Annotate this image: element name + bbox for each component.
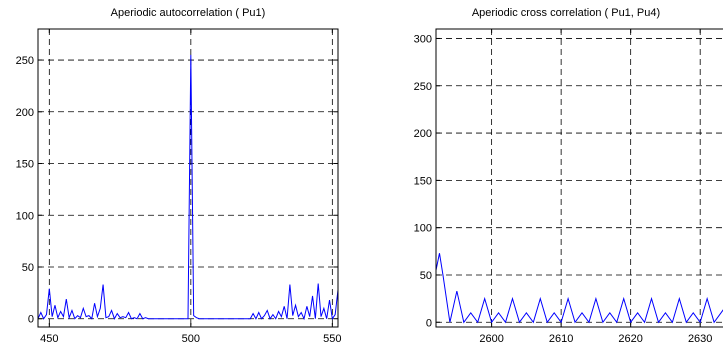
axes-box — [37, 28, 339, 328]
y-tick-label: 150 — [16, 159, 34, 171]
chart-title: Aperiodic cross correlation ( Pu1, Pu4) — [472, 7, 660, 19]
x-tick-label: 2620 — [618, 333, 642, 345]
y-tick-label: 250 — [16, 55, 34, 67]
y-tick-label: 100 — [16, 210, 34, 222]
y-tick-label: 100 — [414, 223, 432, 235]
x-tick-label: 550 — [323, 333, 341, 345]
y-tick-label: 50 — [420, 270, 432, 282]
plot-area — [436, 29, 723, 327]
y-tick-label: 200 — [16, 107, 34, 119]
y-tick-label: 0 — [28, 314, 34, 326]
chart-autocorrelation: Aperiodic autocorrelation ( Pu1) 450 500 5… — [16, 7, 342, 345]
chart-title: Aperiodic autocorrelation ( Pu1) — [111, 7, 266, 19]
x-tick-label: 500 — [182, 333, 200, 345]
y-tick-label: 250 — [414, 81, 432, 93]
data-line — [436, 253, 723, 324]
x-tick-label: 2610 — [549, 333, 573, 345]
x-tick-label: 450 — [40, 333, 58, 345]
y-tick-label: 200 — [414, 128, 432, 140]
x-tick-label: 2630 — [688, 333, 712, 345]
data-line — [38, 54, 338, 321]
y-tick-label: 300 — [414, 33, 432, 45]
y-tick-label: 150 — [414, 175, 432, 187]
y-tick-label: 50 — [22, 262, 34, 274]
x-tick-label: 2600 — [479, 333, 503, 345]
chart-cross-correlation: Aperiodic cross correlation ( Pu1, Pu4) … — [414, 7, 723, 345]
axes-box — [435, 28, 723, 328]
y-tick-label: 0 — [426, 317, 432, 329]
